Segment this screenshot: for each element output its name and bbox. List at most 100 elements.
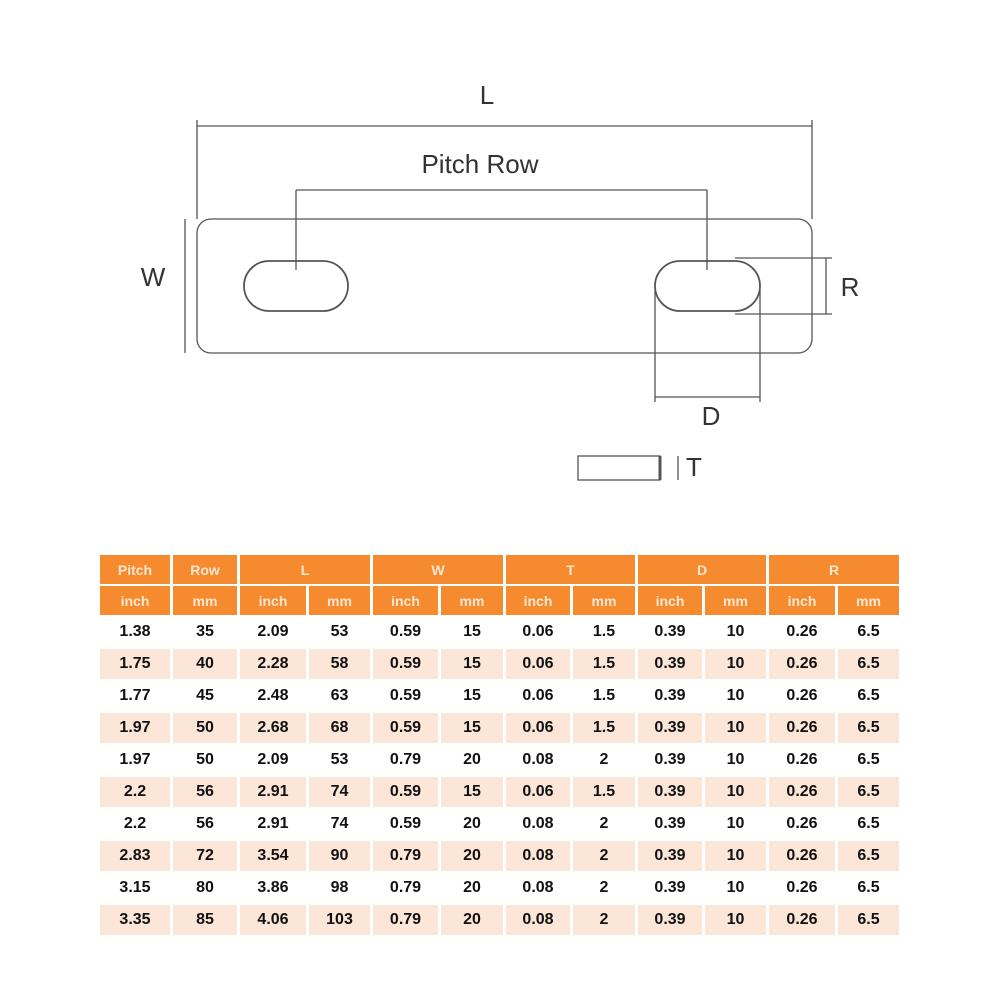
table-cell: 2.2	[123, 815, 147, 832]
table-row: 3.35 85 4.06 103 0.79 20 0.08 2 0.39 10 0.26 6.5	[100, 905, 899, 935]
plate-outline	[196, 218, 813, 354]
table-cell: 2	[573, 841, 635, 871]
table-row: 1.75 40 2.28 58 0.59 15 0.06 1.5 0.39 10 0.26 6.5	[100, 649, 899, 679]
unit-header: inch	[373, 586, 438, 615]
table-cell: 0.59	[373, 649, 438, 679]
table-cell: 6.5	[838, 713, 899, 743]
table-cell: 0.06	[506, 649, 570, 679]
table-cell: 58	[309, 649, 370, 679]
table-cell: 0.26	[786, 879, 818, 896]
table-cell: 10	[705, 841, 766, 871]
table-row: 1.77 45 2.48 63 0.59 15 0.06 1.5 0.39 10 0.26 6.5	[100, 681, 899, 711]
table-cell: 2	[599, 879, 609, 896]
table-cell: 0.59	[389, 623, 422, 640]
table-cell: 0.59	[389, 687, 422, 704]
table-cell: 2.91	[257, 815, 289, 832]
table-cell: 2	[573, 905, 635, 935]
group-header: D	[638, 555, 766, 584]
unit-header: mm	[309, 586, 370, 615]
table-cell: 90	[309, 841, 370, 871]
table-cell: 15	[463, 687, 481, 704]
table-cell: 74	[330, 815, 349, 832]
table-cell: 1.97	[100, 713, 170, 743]
table-cell: 10	[705, 905, 766, 935]
table-cell: 0.06	[506, 777, 570, 807]
table-cell: 0.79	[389, 751, 422, 768]
table-cell: 15	[463, 623, 481, 640]
label-L: L	[480, 80, 494, 110]
table-cell: 35	[196, 623, 214, 640]
table-row: 1.97 50 2.68 68 0.59 15 0.06 1.5 0.39 10 0.26 6.5	[100, 713, 899, 743]
table-cell: 0.26	[769, 841, 835, 871]
table-cell: 0.08	[506, 905, 570, 935]
table-cell: 6.5	[857, 815, 880, 832]
table-cell: 10	[705, 777, 766, 807]
table-cell: 98	[330, 879, 349, 896]
table-cell: 72	[173, 841, 237, 871]
table-cell: 50	[173, 713, 237, 743]
table-cell: 10	[705, 649, 766, 679]
table-cell: 3.35	[100, 905, 170, 935]
table-cell: 20	[463, 751, 481, 768]
table-cell: 0.39	[638, 777, 702, 807]
table-cell: 15	[441, 777, 503, 807]
table-cell: 1.5	[573, 713, 635, 743]
table-cell: 2.28	[240, 649, 306, 679]
table-cell: 0.79	[389, 879, 422, 896]
table-cell: 0.26	[786, 751, 818, 768]
table-cell: 3.54	[240, 841, 306, 871]
thickness-profile	[577, 455, 661, 481]
table-cell: 0.26	[786, 623, 818, 640]
table-cell: 0.39	[654, 815, 686, 832]
table-cell: 85	[173, 905, 237, 935]
table-cell: 2.83	[100, 841, 170, 871]
table-row: 3.15 80 3.86 98 0.79 20 0.08 2 0.39 10 0.26 6.5	[100, 873, 899, 903]
table-cell: 1.38	[119, 623, 151, 640]
table-cell: 2.2	[100, 777, 170, 807]
table-cell: 0.39	[654, 623, 686, 640]
table-cell: 10	[726, 751, 745, 768]
table-cell: 1.5	[573, 777, 635, 807]
table-cell: 0.26	[769, 905, 835, 935]
table-cell: 0.06	[522, 687, 554, 704]
table-cell: 2.09	[257, 623, 289, 640]
group-header: W	[373, 555, 503, 584]
unit-header: inch	[769, 586, 835, 615]
table-cell: 15	[441, 649, 503, 679]
unit-header: mm	[573, 586, 635, 615]
table-cell: 2.91	[240, 777, 306, 807]
unit-header: inch	[240, 586, 306, 615]
table-cell: 0.39	[638, 905, 702, 935]
table-cell: 1.5	[573, 649, 635, 679]
table-cell: 80	[196, 879, 214, 896]
table-row: 1.38 35 2.09 53 0.59 15 0.06 1.5 0.39 10 0.26 6.5	[100, 617, 899, 647]
table-cell: 68	[309, 713, 370, 743]
table-cell: 0.39	[654, 879, 686, 896]
table-cell: 20	[463, 879, 481, 896]
table-cell: 20	[441, 841, 503, 871]
table-cell: 0.39	[638, 649, 702, 679]
unit-header: mm	[705, 586, 766, 615]
table-cell: 2	[599, 751, 609, 768]
table-cell: 3.86	[257, 879, 289, 896]
table-cell: 56	[196, 815, 214, 832]
table-cell: 0.79	[373, 841, 438, 871]
table-cell: 103	[309, 905, 370, 935]
table-cell: 53	[330, 751, 349, 768]
label-T: T	[686, 452, 702, 482]
table-cell: 0.26	[786, 815, 818, 832]
table-cell: 0.26	[769, 649, 835, 679]
plate-diagram: L Pitch Row W R D T	[141, 80, 860, 482]
table-cell: 0.08	[522, 879, 554, 896]
label-D: D	[702, 401, 721, 431]
table-cell: 15	[441, 713, 503, 743]
table-cell: 20	[441, 905, 503, 935]
table-cell: 6.5	[857, 751, 880, 768]
table-cell: 10	[726, 623, 745, 640]
label-W: W	[141, 262, 166, 292]
table-cell: 0.39	[654, 751, 686, 768]
table-cell: 6.5	[838, 841, 899, 871]
table-cell: 1.75	[100, 649, 170, 679]
table-cell: 2.09	[257, 751, 289, 768]
table-cell: 10	[726, 815, 745, 832]
